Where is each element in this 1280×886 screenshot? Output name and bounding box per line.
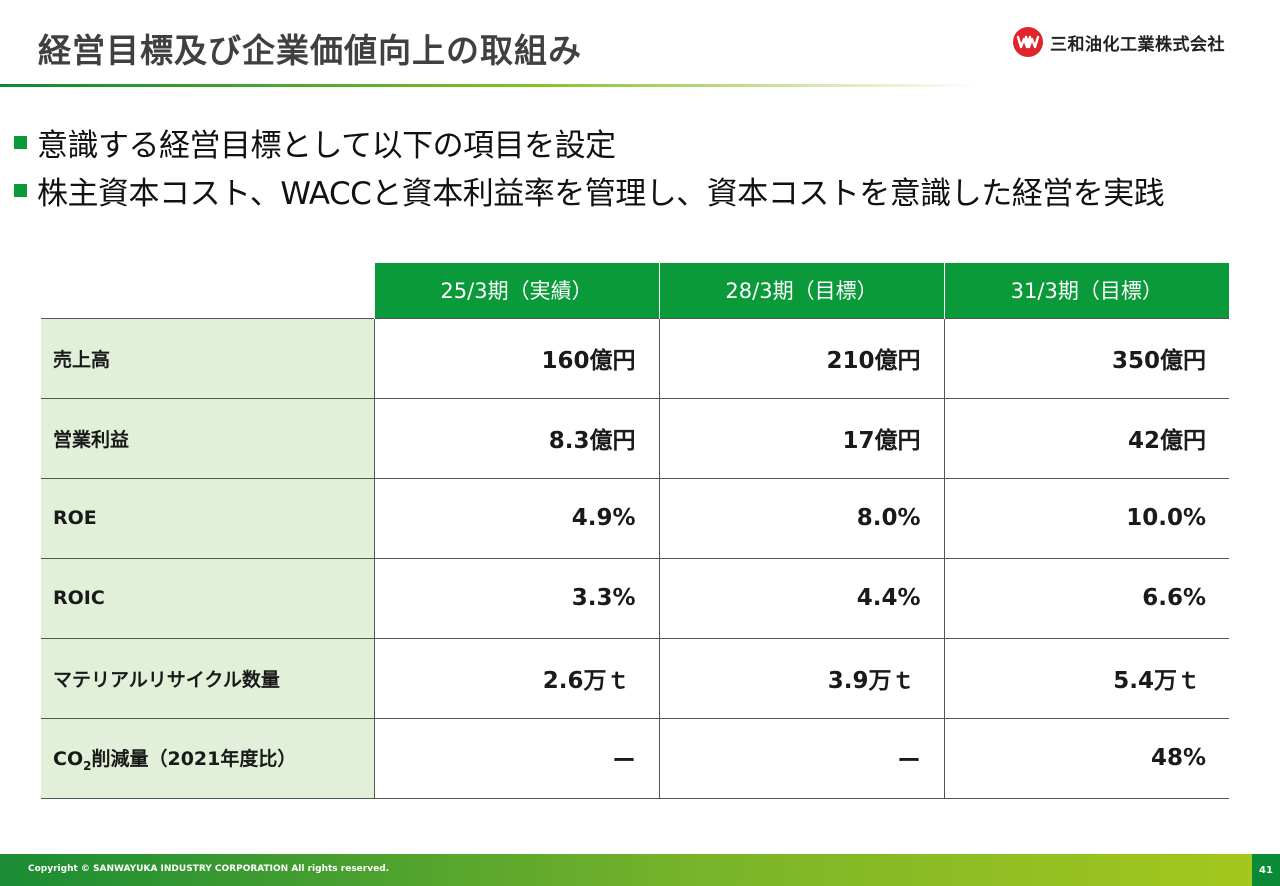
table-cell: 4.4% — [658, 558, 944, 639]
table-cell: 2.6万ｔ — [373, 638, 659, 719]
row-label: ROIC — [41, 558, 374, 639]
bullet-item: 意識する経営目標として以下の項目を設定 — [14, 118, 1164, 166]
square-bullet-icon — [14, 183, 27, 197]
table-row: 営業利益 8.3億円 17億円 42億円 — [41, 398, 1229, 479]
table-cell: 350億円 — [943, 317, 1229, 399]
targets-table: 25/3期（実績） 28/3期（目標） 31/3期（目標） 売上高 160億円 … — [41, 263, 1229, 799]
table-cell: 17億円 — [658, 398, 944, 479]
table-cell: 160億円 — [373, 317, 659, 399]
table-cell: ー — [658, 718, 944, 799]
bullet-text: 株主資本コスト、WACCと資本利益率を管理し、資本コストを意識した経営を実践 — [37, 175, 1165, 212]
table-cell: 4.9% — [373, 478, 659, 559]
column-header: 25/3期（実績） — [373, 263, 659, 318]
table-cell: 5.4万ｔ — [943, 638, 1229, 719]
table-cell: 8.0% — [658, 478, 944, 559]
row-label: 営業利益 — [41, 398, 374, 479]
table-cell: 3.3% — [373, 558, 659, 639]
bullet-text: 意識する経営目標として以下の項目を設定 — [37, 127, 616, 164]
page-number: 41 — [1252, 854, 1280, 886]
table-corner — [41, 263, 374, 318]
table-cell: 10.0% — [943, 478, 1229, 559]
page-title: 経営目標及び企業価値向上の取組み — [38, 31, 582, 70]
table-row: CO2削減量（2021年度比） ー ー 48% — [41, 718, 1229, 799]
table-cell: 48% — [943, 718, 1229, 799]
table-cell: 3.9万ｔ — [658, 638, 944, 719]
table-row: ROIC 3.3% 4.4% 6.6% — [41, 558, 1229, 639]
row-label: マテリアルリサイクル数量 — [41, 638, 374, 719]
table-cell: 210億円 — [658, 317, 944, 399]
row-label: CO2削減量（2021年度比） — [41, 718, 374, 799]
co2-suffix: 削減量（2021年度比） — [91, 747, 297, 770]
column-header: 28/3期（目標） — [658, 263, 944, 318]
row-label: 売上高 — [41, 317, 374, 399]
table-row: ROE 4.9% 8.0% 10.0% — [41, 478, 1229, 559]
bullet-list: 意識する経営目標として以下の項目を設定 株主資本コスト、WACCと資本利益率を管… — [14, 118, 1165, 214]
footer-bar: Copyright © SANWAYUKA INDUSTRY CORPORATI… — [0, 854, 1280, 886]
co2-subscript: 2 — [83, 758, 92, 773]
table-cell: 6.6% — [943, 558, 1229, 639]
row-label: ROE — [41, 478, 374, 559]
table-row: 売上高 160億円 210億円 350億円 — [41, 317, 1229, 399]
logo-icon — [1013, 27, 1043, 57]
bullet-item: 株主資本コスト、WACCと資本利益率を管理し、資本コストを意識した経営を実践 — [14, 166, 1165, 214]
column-header: 31/3期（目標） — [943, 263, 1229, 318]
table-header-row: 25/3期（実績） 28/3期（目標） 31/3期（目標） — [41, 263, 1229, 318]
table-cell: 42億円 — [943, 398, 1229, 479]
company-logo: 三和油化工業株式会社 — [1012, 26, 1225, 58]
table-row: マテリアルリサイクル数量 2.6万ｔ 3.9万ｔ 5.4万ｔ — [41, 638, 1229, 719]
co2-prefix: CO — [53, 747, 84, 770]
square-bullet-icon — [14, 135, 27, 149]
copyright-text: Copyright © SANWAYUKA INDUSTRY CORPORATI… — [28, 864, 390, 874]
table-cell: 8.3億円 — [373, 398, 659, 479]
table-cell: ー — [373, 718, 659, 799]
company-name: 三和油化工業株式会社 — [1050, 34, 1225, 55]
title-underline — [0, 84, 980, 87]
